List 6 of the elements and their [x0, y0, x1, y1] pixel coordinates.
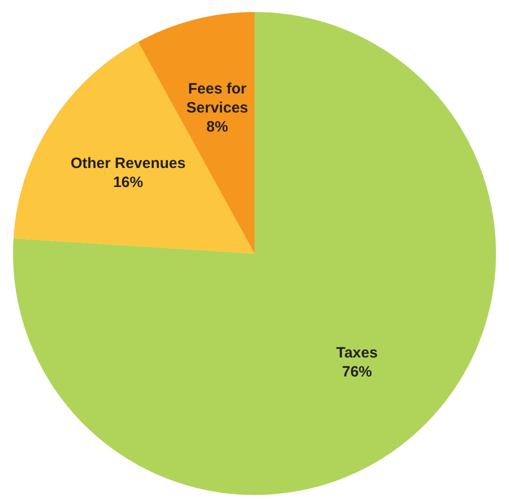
data-label: 8% [206, 118, 228, 136]
slice-label: Other Revenues [70, 154, 186, 172]
slice-label: Taxes [336, 344, 378, 362]
slice-label: Fees for Services [186, 80, 248, 117]
data-label: 16% [113, 174, 144, 191]
data-label: 76% [342, 363, 372, 380]
